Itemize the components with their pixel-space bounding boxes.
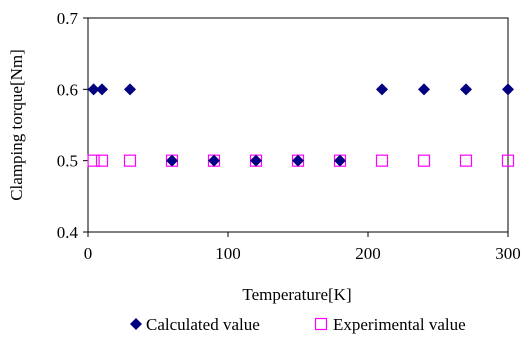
y-tick-label: 0.5 (57, 152, 78, 171)
calculated-point (96, 83, 108, 96)
experimental-point (375, 154, 389, 167)
legend-label-calculated: Calculated value (146, 315, 260, 334)
calculated-point (334, 154, 346, 167)
experimental-point (459, 154, 473, 167)
y-tick-label: 0.6 (57, 80, 78, 99)
calculated-point (166, 154, 178, 167)
experimental-point (501, 154, 515, 167)
calculated-point (124, 83, 136, 96)
experimental-point (123, 154, 137, 167)
y-axis-label: Clamping torque[Nm] (7, 49, 26, 201)
experimental-point (95, 154, 109, 167)
points-layer (87, 83, 515, 167)
calculated-point (250, 154, 262, 167)
calculated-point (87, 83, 100, 96)
calculated-point (502, 83, 514, 96)
legend-marker-experimental (314, 317, 328, 331)
calculated-point (418, 83, 430, 96)
calculated-point (292, 154, 304, 167)
calculated-point (376, 83, 388, 96)
legend-marker-calculated (130, 318, 142, 330)
x-tick-label: 100 (215, 244, 241, 263)
legend: Calculated value Experimental value (130, 315, 466, 334)
y-tick-label: 0.7 (57, 9, 79, 28)
calculated-point (460, 83, 472, 96)
x-tick-label: 200 (355, 244, 381, 263)
experimental-point (87, 154, 100, 167)
x-axis-label: Temperature[K] (242, 285, 351, 304)
plot-area (87, 17, 509, 233)
legend-label-experimental: Experimental value (333, 315, 466, 334)
calculated-point (208, 154, 220, 167)
y-tick-label: 0.4 (57, 223, 79, 242)
x-tick-label: 300 (495, 244, 521, 263)
x-tick-label: 0 (84, 244, 93, 263)
ticks-layer: 0.4 0.5 0.6 0.7 0 100 200 300 (57, 9, 521, 263)
experimental-point (417, 154, 431, 167)
